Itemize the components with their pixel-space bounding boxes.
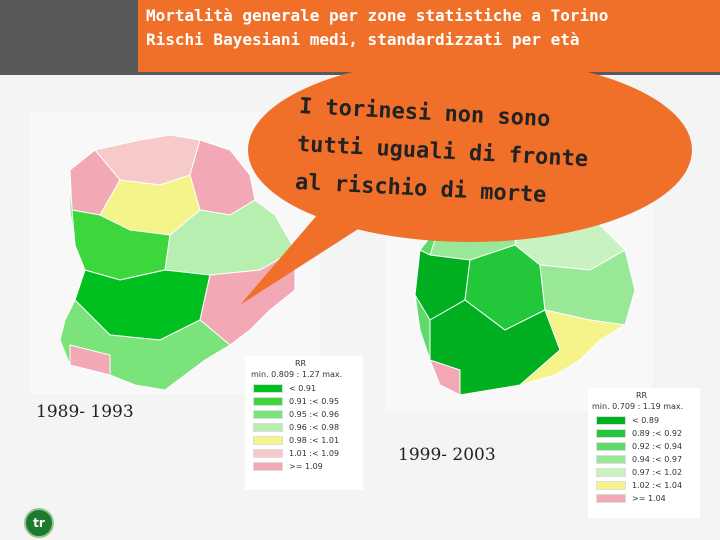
right-legend-label: 1.02 :< 1.04 — [632, 481, 683, 490]
left-legend-label: 0.91 :< 0.95 — [289, 397, 340, 406]
right-legend-row: 1.02 :< 1.04 — [596, 481, 682, 490]
legend-left-header: RR — [295, 359, 307, 368]
left-legend-swatch — [253, 449, 283, 458]
left-legend-label: 0.98 :< 1.01 — [289, 436, 340, 445]
right-legend-label: >= 1.04 — [632, 494, 666, 503]
left-legend-swatch — [253, 462, 283, 471]
map-right — [414, 204, 636, 396]
right-legend-row: 0.89 :< 0.92 — [596, 429, 682, 438]
speech-bubble — [240, 58, 692, 305]
left-legend-row: 0.95 :< 0.96 — [253, 410, 339, 419]
map-left — [59, 134, 296, 391]
left-legend-swatch — [253, 436, 283, 445]
right-legend-swatch — [596, 442, 626, 451]
period-right: 1999- 2003 — [398, 445, 496, 465]
left-legend-label: 0.96 :< 0.98 — [289, 423, 340, 432]
legend-left-range: min. 0.809 : 1.27 max. — [251, 370, 343, 379]
right-legend-row: 0.92 :< 0.94 — [596, 442, 682, 451]
title-line-1: Mortalità generale per zone statistiche … — [146, 6, 609, 25]
logo-text: tr — [33, 516, 45, 530]
right-legend-swatch — [596, 494, 626, 503]
speech-bubble-tail — [240, 200, 380, 305]
left-legend-row: < 0.91 — [253, 384, 316, 393]
map-right-zone-southeast — [519, 309, 627, 386]
left-legend-swatch — [253, 423, 283, 432]
period-left: 1989- 1993 — [36, 402, 134, 422]
left-legend-row: 0.98 :< 1.01 — [253, 436, 339, 445]
right-legend-swatch — [596, 429, 626, 438]
legend-right-header: RR — [636, 391, 648, 400]
legend-left: RR min. 0.809 : 1.27 max. < 0.91 0.91 :< … — [245, 356, 363, 490]
right-legend-label: 0.89 :< 0.92 — [632, 429, 683, 438]
legend-right: RR min. 0.709 : 1.19 max. < 0.89 0.89 :< … — [588, 388, 700, 518]
left-legend-row: >= 1.09 — [253, 462, 323, 471]
right-legend-row: < 0.89 — [596, 416, 659, 425]
title-line-2: Rischi Bayesiani medi, standardizzati pe… — [146, 30, 580, 49]
right-legend-row: 0.97 :< 1.02 — [596, 468, 682, 477]
right-legend-label: 0.97 :< 1.02 — [632, 468, 683, 477]
bubble-text: I torinesi non sono tutti uguali di fron… — [294, 88, 640, 220]
map-right-zone-southwest — [429, 359, 461, 396]
left-legend-swatch — [253, 410, 283, 419]
left-legend-row: 0.91 :< 0.95 — [253, 397, 339, 406]
legend-right-range: min. 0.709 : 1.19 max. — [592, 402, 684, 411]
left-legend-swatch — [253, 397, 283, 406]
right-legend-row: 0.94 :< 0.97 — [596, 455, 682, 464]
speech-bubble-body — [248, 58, 692, 242]
left-legend-label: >= 1.09 — [289, 462, 323, 471]
right-legend-swatch — [596, 416, 626, 425]
right-legend-label: 0.94 :< 0.97 — [632, 455, 683, 464]
right-legend-label: 0.92 :< 0.94 — [632, 442, 683, 451]
right-legend-label: < 0.89 — [632, 416, 660, 425]
map-left-zone-east — [189, 139, 256, 216]
right-legend-row: >= 1.04 — [596, 494, 666, 503]
right-legend-swatch — [596, 481, 626, 490]
left-legend-swatch — [253, 384, 283, 393]
map-left-zone-bottom-tip — [69, 344, 111, 376]
right-legend-swatch — [596, 455, 626, 464]
left-legend-row: 0.96 :< 0.98 — [253, 423, 339, 432]
left-legend-row: 1.01 :< 1.09 — [253, 449, 339, 458]
left-legend-label: 1.01 :< 1.09 — [289, 449, 340, 458]
right-legend-swatch — [596, 468, 626, 477]
left-legend-label: < 0.91 — [289, 384, 317, 393]
logo-icon: tr — [24, 508, 54, 538]
left-legend-label: 0.95 :< 0.96 — [289, 410, 340, 419]
